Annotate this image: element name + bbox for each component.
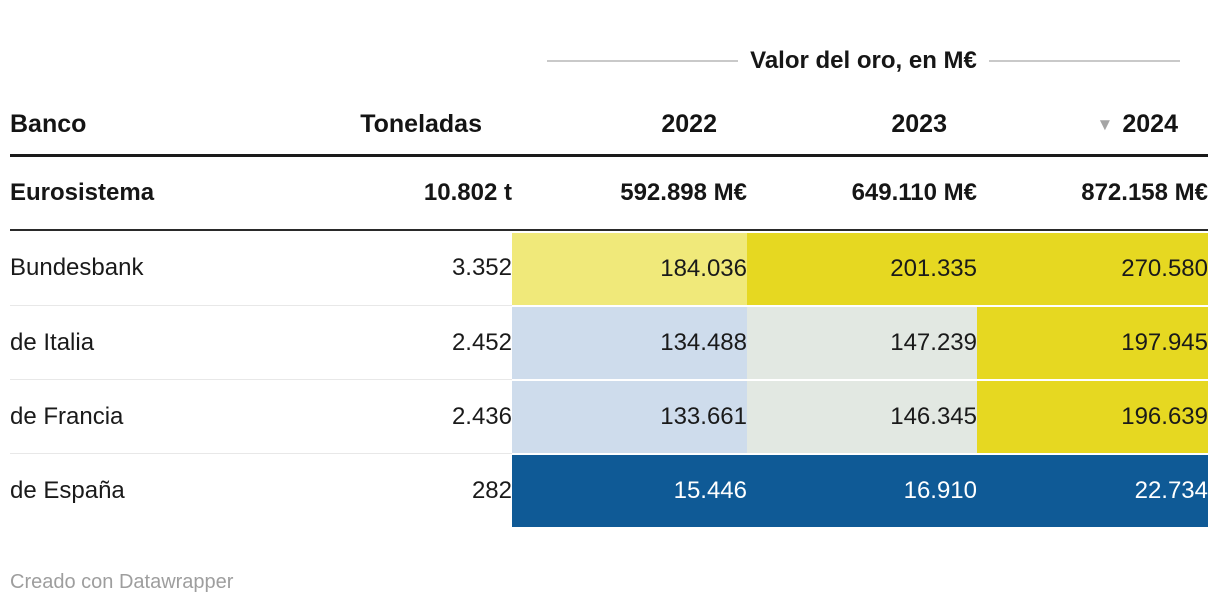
table-row-eurosistema: Eurosistema 10.802 t 592.898 M€ 649.110 … (10, 157, 1208, 231)
bank-name: de Italia (10, 305, 260, 379)
cell-2023: 649.110 M€ (747, 157, 977, 231)
sort-desc-icon: ▼ (1096, 114, 1114, 134)
cell-2022: 133.661 (512, 379, 747, 453)
cell-tonnes: 282 (260, 453, 512, 527)
bank-name: de Francia (10, 379, 260, 453)
cell-tonnes: 10.802 t (260, 157, 512, 231)
cell-2024: 197.945 (977, 305, 1208, 379)
bank-name: Eurosistema (10, 157, 260, 231)
cell-2023: 16.910 (747, 453, 977, 527)
column-header-2022[interactable]: 2022 (512, 94, 747, 157)
title-rule-left (547, 60, 739, 62)
table-row-de-italia: de Italia 2.452 134.488 147.239 197.945 (10, 305, 1208, 379)
cell-2022: 184.036 (512, 231, 747, 305)
bank-name: Bundesbank (10, 254, 144, 281)
cell-2023: 201.335 (747, 231, 977, 305)
cell-2024: 270.580 (977, 231, 1208, 305)
cell-2023: 147.239 (747, 305, 977, 379)
cell-tonnes: 3.352 (451, 254, 512, 281)
column-header-toneladas[interactable]: Toneladas (260, 94, 512, 157)
cell-2024: 22.734 (977, 453, 1208, 527)
table-row-de-espana: de España 282 15.446 16.910 22.734 (10, 453, 1208, 527)
cell-2022: 15.446 (512, 453, 747, 527)
group-title-text: Valor del oro, en M€ (750, 47, 977, 74)
cell-2024: 872.158 M€ (977, 157, 1208, 231)
cell-2022: 134.488 (512, 305, 747, 379)
gold-value-table: Banco Toneladas 2022 2023 ▼ 2024 Eurosist… (10, 94, 1208, 527)
cell-2023: 146.345 (747, 379, 977, 453)
cell-tonnes: 2.452 (260, 305, 512, 379)
column-group-header: Valor del oro, en M€ (547, 46, 1181, 76)
title-rule-right (988, 60, 1181, 62)
column-header-2024-label: 2024 (1122, 109, 1178, 138)
table-row-bundesbank: Bundesbank 3.352 184.036 201.335 270.580 (10, 231, 1208, 305)
bank-name: de España (10, 453, 260, 527)
column-header-2024[interactable]: ▼ 2024 (977, 94, 1208, 157)
cell-2022: 592.898 M€ (512, 157, 747, 231)
cell-2024: 196.639 (977, 379, 1208, 453)
column-header-2023[interactable]: 2023 (747, 94, 977, 157)
table-row-de-francia: de Francia 2.436 133.661 146.345 196.639 (10, 379, 1208, 453)
cell-tonnes: 2.436 (260, 379, 512, 453)
datawrapper-credit-link[interactable]: Creado con Datawrapper (10, 571, 234, 593)
column-header-banco[interactable]: Banco (10, 94, 260, 157)
header-row: Banco Toneladas 2022 2023 ▼ 2024 (10, 94, 1208, 157)
